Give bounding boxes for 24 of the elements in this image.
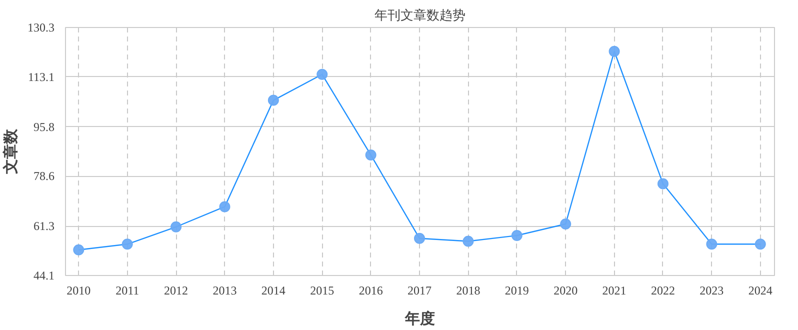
- x-tick-label: 2017: [408, 284, 432, 298]
- y-tick-label: 113.1: [28, 70, 55, 84]
- x-tick-label: 2024: [748, 284, 772, 298]
- x-tick-label: 2011: [116, 284, 140, 298]
- y-tick-label: 95.8: [34, 120, 54, 134]
- x-tick-label: 2020: [554, 284, 578, 298]
- x-tick-label: 2022: [650, 284, 675, 298]
- x-tick-label: 2012: [164, 284, 188, 298]
- x-tick-label: 2016: [358, 284, 383, 298]
- x-tick-label: 2010: [66, 284, 91, 298]
- y-tick-label: 78.6: [34, 169, 54, 184]
- x-axis-title: 年度: [404, 310, 435, 328]
- y-axis-title: 文章数: [2, 128, 20, 175]
- x-tick-label: 2013: [212, 284, 237, 298]
- y-tick-label: 44.1: [34, 268, 54, 282]
- x-tick-label: 2023: [700, 284, 724, 298]
- x-tick-label: 2021: [602, 284, 626, 298]
- x-tick-label: 2015: [310, 284, 334, 298]
- x-tick-label: 2019: [504, 284, 529, 298]
- x-tick-label: 2018: [456, 284, 480, 298]
- y-tick-label: 61.3: [34, 219, 54, 234]
- x-tick-label: 2014: [261, 284, 286, 298]
- y-tick-label: 130.3: [28, 20, 54, 34]
- chart-title: 年刊文章数趋势: [374, 8, 466, 22]
